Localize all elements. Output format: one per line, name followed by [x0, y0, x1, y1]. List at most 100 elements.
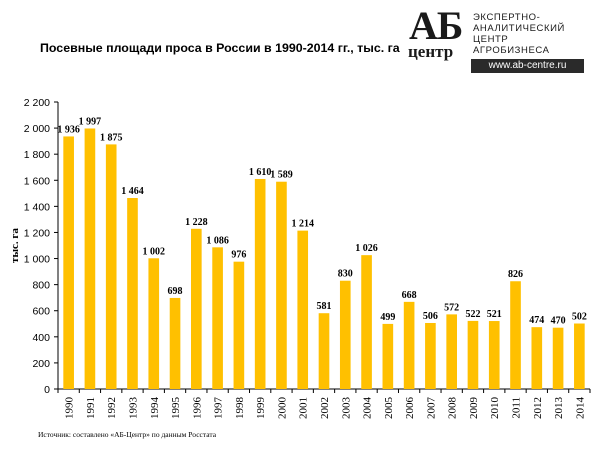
bar-value-label: 668 [402, 290, 417, 301]
bar [467, 320, 479, 389]
x-tick-label: 1991 [85, 397, 97, 419]
x-tick-label: 2005 [383, 397, 395, 420]
y-tick-label: 1 200 [24, 227, 50, 239]
bar [63, 136, 74, 389]
x-tick-label: 2013 [553, 397, 565, 420]
bar [488, 321, 500, 389]
bar-value-label: 1 214 [291, 219, 314, 230]
x-tick-label: 2000 [276, 397, 288, 420]
y-tick-label: 600 [32, 306, 50, 318]
y-tick-label: 200 [32, 358, 50, 370]
x-tick-label: 1992 [106, 397, 118, 419]
bar [276, 181, 287, 389]
bar [191, 228, 202, 389]
x-tick-label: 2004 [362, 397, 374, 420]
x-tick-label: 1999 [255, 397, 267, 420]
x-tick-label: 2010 [489, 397, 501, 420]
bar-value-label: 499 [380, 312, 395, 323]
bar-value-label: 1 464 [121, 186, 144, 197]
bar-value-label: 1 086 [206, 235, 229, 246]
bar-value-label: 1 026 [355, 243, 378, 254]
logo-url: www.ab-centre.ru [471, 59, 584, 73]
logo-line: АНАЛИТИЧЕСКИЙ [473, 23, 565, 34]
bar-value-label: 976 [231, 250, 246, 261]
bar-value-label: 506 [423, 311, 438, 322]
bar [212, 247, 223, 389]
y-tick-label: 0 [44, 384, 50, 396]
bar [169, 297, 181, 389]
bar-value-label: 1 936 [57, 124, 80, 135]
x-tick-label: 2007 [425, 397, 437, 420]
x-tick-label: 1990 [64, 397, 76, 420]
bar-value-label: 698 [168, 286, 183, 297]
x-tick-label: 2008 [447, 397, 459, 420]
bar-value-label: 522 [465, 309, 480, 320]
bar-value-label: 1 875 [100, 132, 123, 143]
chart-title: Посевные площади проса в России в 1990-2… [40, 41, 400, 55]
y-tick-label: 2 000 [24, 123, 50, 135]
bar [574, 323, 585, 389]
bar [318, 313, 330, 389]
bar [510, 281, 521, 389]
logo-text-block: ЭКСПЕРТНО- АНАЛИТИЧЕСКИЙ ЦЕНТР АГРОБИЗНЕ… [473, 12, 565, 56]
bar [105, 144, 117, 389]
bar-value-label: 572 [444, 302, 459, 313]
x-tick-label: 2014 [574, 397, 586, 420]
logo-line: АГРОБИЗНЕСА [473, 45, 550, 56]
x-tick-label: 2012 [532, 397, 544, 419]
y-axis-title: тыс. га [9, 228, 21, 263]
bar [254, 178, 266, 389]
bar [531, 327, 543, 389]
bar [425, 322, 436, 389]
bar [148, 258, 160, 389]
logo-centr-text: центр [408, 42, 454, 61]
bar [403, 301, 415, 389]
bar [297, 230, 309, 389]
y-tick-label: 1 000 [24, 254, 50, 266]
bar-value-label: 470 [551, 316, 566, 327]
bar-value-label: 826 [508, 269, 523, 280]
bar [84, 128, 96, 389]
logo-line: ЭКСПЕРТНО- [473, 12, 541, 23]
bar [233, 261, 245, 389]
bar [361, 255, 372, 389]
logo-mark: АБ [409, 3, 463, 48]
x-tick-label: 2001 [298, 397, 310, 419]
bar-value-label: 1 589 [270, 170, 293, 181]
x-tick-label: 1993 [127, 397, 139, 420]
bar-value-label: 1 228 [185, 217, 208, 228]
x-tick-label: 1996 [191, 397, 203, 420]
x-tick-label: 2003 [340, 397, 352, 420]
x-tick-label: 1994 [149, 397, 161, 420]
bar-value-label: 502 [572, 312, 587, 323]
y-tick-label: 1 400 [24, 201, 50, 213]
bar [339, 280, 351, 389]
x-tick-label: 1998 [234, 397, 246, 420]
y-tick-label: 400 [32, 332, 50, 344]
x-tick-label: 2002 [319, 397, 331, 419]
bar [382, 323, 394, 389]
logo-line: ЦЕНТР [473, 34, 509, 45]
y-tick-label: 800 [32, 280, 50, 292]
x-tick-label: 1997 [213, 397, 225, 420]
bar [127, 198, 138, 389]
x-tick-label: 2006 [404, 397, 416, 420]
source-note: Источник: составлено «АБ-Центр» по данны… [38, 430, 217, 439]
x-tick-label: 2011 [511, 397, 523, 419]
bar-value-label: 474 [529, 315, 544, 326]
y-tick-label: 2 200 [24, 97, 50, 109]
bar-value-label: 581 [317, 301, 332, 312]
bar-value-label: 521 [487, 309, 502, 320]
y-tick-label: 1 600 [24, 175, 50, 187]
bar-value-label: 1 002 [143, 246, 166, 257]
bar [446, 314, 457, 389]
x-tick-label: 1995 [170, 397, 182, 420]
bar-value-label: 1 997 [79, 116, 102, 127]
bar [552, 327, 564, 389]
bar-value-label: 1 610 [249, 167, 272, 178]
bar-value-label: 830 [338, 269, 353, 280]
ab-centre-logo: АБ центр ЭКСПЕРТНО- АНАЛИТИЧЕСКИЙ ЦЕНТР … [405, 3, 590, 74]
x-tick-label: 2009 [468, 397, 480, 420]
y-tick-label: 1 800 [24, 149, 50, 161]
